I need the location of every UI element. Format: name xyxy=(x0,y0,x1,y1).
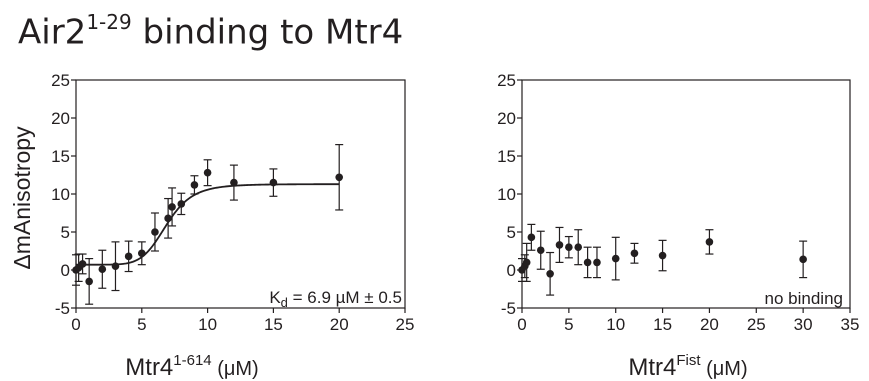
data-point xyxy=(138,249,146,258)
data-point xyxy=(124,252,133,261)
data-point xyxy=(98,265,107,274)
data-point xyxy=(151,228,159,236)
x-tick-label: 25 xyxy=(396,315,415,334)
data-point xyxy=(269,178,278,187)
y-tick-label: 15 xyxy=(51,147,70,166)
x-tick-label: 20 xyxy=(330,315,349,334)
x-tick-label: 10 xyxy=(198,315,217,334)
data-point xyxy=(78,260,87,268)
plot-frame xyxy=(75,79,406,309)
fit-curve xyxy=(76,183,340,266)
y-tick-label: 20 xyxy=(51,109,70,128)
data-point xyxy=(85,277,93,286)
x-tick-label: 0 xyxy=(71,315,80,334)
y-tick-label: 25 xyxy=(51,71,70,90)
data-point xyxy=(177,200,186,208)
figure-title: Air21-29 binding to Mtr4 xyxy=(18,10,404,53)
y-tick-label: 0 xyxy=(61,261,70,280)
title-superscript: 1-29 xyxy=(86,10,132,34)
data-point xyxy=(230,178,238,187)
title-rest: binding to Mtr4 xyxy=(131,12,404,53)
data-point xyxy=(190,181,199,189)
data-point xyxy=(168,203,176,211)
data-point xyxy=(111,262,120,271)
title-main: Air2 xyxy=(18,12,87,53)
x-tick-label: 15 xyxy=(264,315,283,334)
kd-annotation: Kd = 6.9 µM ± 0.5 xyxy=(269,288,402,310)
x-axis-label-left: Mtr41-614 (μM) xyxy=(125,352,258,381)
y-tick-label: -5 xyxy=(55,299,70,318)
data-point xyxy=(335,173,344,182)
y-tick-label: 5 xyxy=(61,223,70,242)
data-point xyxy=(203,168,212,177)
y-tick-label: 10 xyxy=(51,185,70,204)
data-point xyxy=(164,214,172,223)
x-tick-label: 5 xyxy=(137,315,146,334)
y-axis-label: ΔmAnisotropy xyxy=(9,126,35,270)
